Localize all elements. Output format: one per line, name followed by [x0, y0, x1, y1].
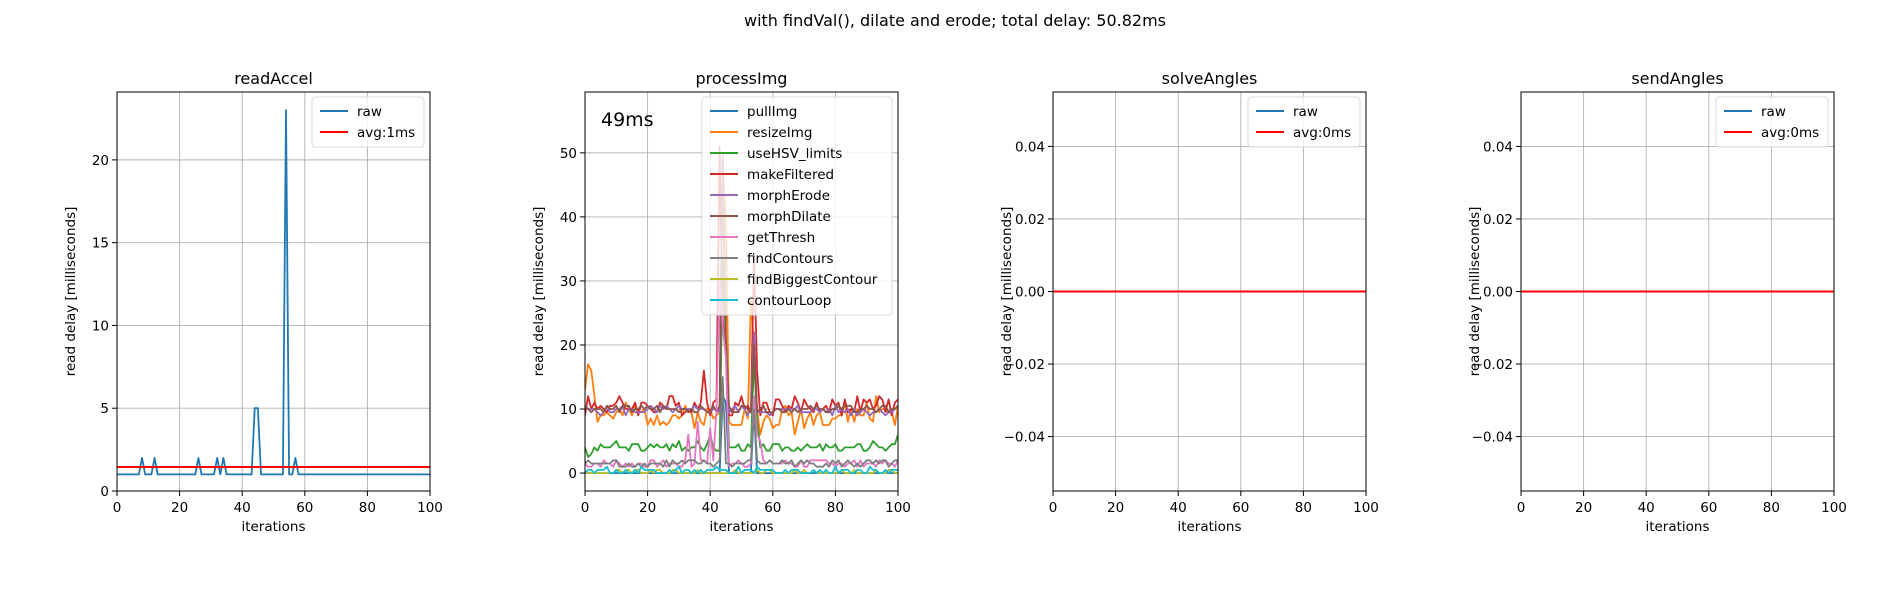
legend-entry: contourLoop [747, 293, 831, 309]
legend-entry: findContours [747, 251, 834, 267]
figure-suptitle: with findVal(), dilate and erode; total … [744, 11, 1166, 30]
x-tick-label: 60 [1232, 500, 1249, 516]
y-axis-label: read delay [milliseconds] [531, 207, 547, 377]
legend-box [1715, 96, 1829, 148]
y-tick-label: 50 [560, 146, 577, 162]
x-tick-label: 80 [1295, 500, 1312, 516]
y-tick-label: 0 [100, 484, 109, 500]
x-tick-label: 20 [639, 500, 656, 516]
y-tick-label: 30 [560, 274, 577, 290]
x-tick-label: 60 [1700, 500, 1717, 516]
y-tick-label: 20 [560, 338, 577, 354]
legend-entry: raw [357, 104, 382, 120]
legend: pullImg resizeImg useHSV_limits makeFiltere… [701, 96, 893, 316]
legend-entry: avg:1ms [357, 125, 415, 141]
x-tick-label: 0 [1517, 500, 1526, 516]
legend-entry: useHSV_limits [747, 146, 842, 162]
x-tick-label: 0 [113, 500, 122, 516]
y-tick-label: 40 [560, 210, 577, 226]
x-tick-label: 40 [1638, 500, 1655, 516]
legend-entry: pullImg [747, 104, 797, 120]
subplot-sendAngles: 0 20 40 60 80 100 −0.04 −0.02 0.00 0.02 0.04 sendAn… [1467, 69, 1847, 535]
y-tick-label: 0.04 [1483, 139, 1513, 155]
legend: raw avg:0ms [1715, 96, 1829, 148]
x-tick-label: 100 [417, 500, 443, 516]
subplot-grid: 0 20 40 60 80 10005101520readAcceliterationsr… [63, 69, 1847, 535]
x-axis-label: iterations [1645, 519, 1709, 535]
legend: raw avg:1ms [311, 96, 425, 148]
y-tick-label: 0.02 [1483, 212, 1513, 228]
legend-entry: avg:0ms [1293, 125, 1351, 141]
x-axis-label: iterations [1177, 519, 1241, 535]
x-axis-label: iterations [241, 519, 305, 535]
y-tick-label: −0.04 [1004, 430, 1045, 446]
x-tick-label: 20 [1107, 500, 1124, 516]
y-tick-label: 0.00 [1483, 285, 1513, 301]
legend-box [701, 96, 893, 316]
legend: raw avg:0ms [1247, 96, 1361, 148]
subplot-title: readAccel [234, 69, 313, 88]
legend-entry: resizeImg [747, 125, 812, 141]
y-axis-label: read delay [milliseconds] [999, 207, 1015, 377]
y-tick-label: 15 [92, 236, 109, 252]
series-line-makeFiltered [585, 145, 898, 417]
x-tick-label: 20 [171, 500, 188, 516]
x-tick-label: 0 [581, 500, 590, 516]
subplot-readAccel: 0 20 40 60 80 100 0 5 10 15 20 readAccel iterations r… [63, 69, 443, 535]
x-tick-label: 60 [296, 500, 313, 516]
subplot-title: processImg [696, 69, 788, 88]
legend-entry: morphDilate [747, 209, 831, 225]
series-line-useHSV_limits [585, 260, 898, 459]
legend-entry: avg:0ms [1761, 125, 1819, 141]
y-tick-label: 0.04 [1015, 139, 1045, 155]
x-tick-label: 20 [1575, 500, 1592, 516]
y-axis-label: read delay [milliseconds] [63, 207, 79, 377]
axes-frame [116, 91, 431, 492]
x-tick-label: 100 [1353, 500, 1379, 516]
series-line-raw [117, 109, 430, 476]
legend-entry: morphErode [747, 188, 830, 204]
x-axis-label: iterations [709, 519, 773, 535]
x-tick-label: 0 [1049, 500, 1058, 516]
x-tick-label: 40 [234, 500, 251, 516]
y-tick-label: −0.02 [1472, 357, 1513, 373]
y-tick-label: 10 [560, 402, 577, 418]
y-tick-label: 0.00 [1015, 285, 1045, 301]
legend-entry: makeFiltered [747, 167, 834, 183]
y-tick-label: 0 [568, 466, 577, 482]
y-tick-label: −0.04 [1472, 430, 1513, 446]
subplot-processImg: 0 20 40 60 80 100 0 10 20 30 40 50 processImg iterati… [531, 69, 911, 535]
legend-entry: raw [1293, 104, 1318, 120]
series-line-findContours [585, 376, 898, 468]
y-tick-label: 10 [92, 318, 109, 334]
x-tick-label: 80 [359, 500, 376, 516]
axes-frame [584, 91, 899, 492]
x-tick-label: 40 [702, 500, 719, 516]
y-axis-label: read delay [milliseconds] [1467, 207, 1483, 377]
subplot-solveAngles: 0 20 40 60 80 100 −0.04 −0.02 0.00 0.02 0.04 solveA… [999, 69, 1379, 535]
series-line-contourLoop [585, 465, 898, 475]
x-tick-label: 80 [827, 500, 844, 516]
series-line-morphDilate [585, 158, 898, 414]
y-tick-label: 5 [100, 401, 109, 417]
y-tick-label: 20 [92, 153, 109, 169]
delay-annotation: 49ms [601, 109, 654, 131]
x-tick-label: 100 [885, 500, 911, 516]
y-tick-label: −0.02 [1004, 357, 1045, 373]
subplot-title: solveAngles [1162, 69, 1258, 88]
legend-entry: findBiggestContour [747, 272, 878, 288]
x-tick-label: 60 [764, 500, 781, 516]
y-tick-label: 0.02 [1015, 212, 1045, 228]
legend-entry: getThresh [747, 230, 815, 246]
legend-entry: raw [1761, 104, 1786, 120]
subplot-title: sendAngles [1631, 69, 1723, 88]
x-tick-label: 80 [1763, 500, 1780, 516]
x-tick-label: 100 [1821, 500, 1847, 516]
legend-box [1247, 96, 1361, 148]
legend-box [311, 96, 425, 148]
x-tick-label: 40 [1170, 500, 1187, 516]
